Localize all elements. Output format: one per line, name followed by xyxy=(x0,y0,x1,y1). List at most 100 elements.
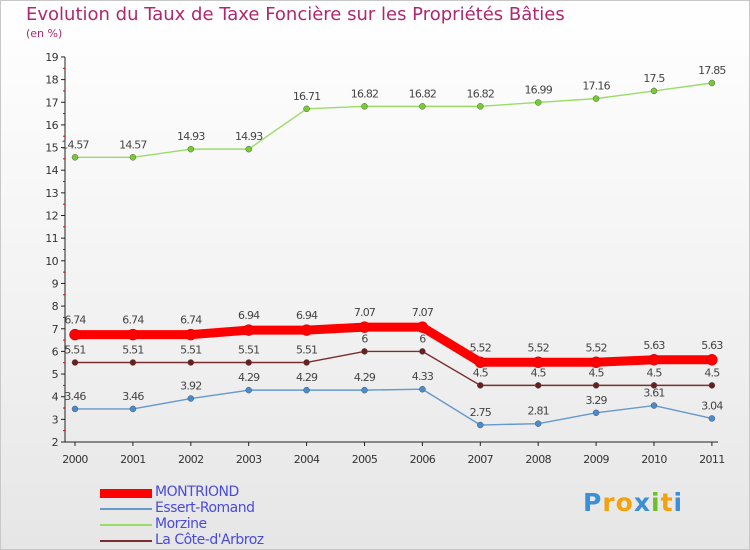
data-label-la-c-te-d-arbroz: 5.51 xyxy=(180,343,201,356)
data-point-morzine xyxy=(303,105,310,113)
data-point-montriond xyxy=(300,324,313,336)
data-point-montriond xyxy=(648,354,660,366)
data-point-essert-romand xyxy=(187,395,195,402)
data-point-la-c-te-d-arbroz xyxy=(477,382,484,389)
data-point-essert-romand xyxy=(419,385,426,393)
x-tick-label: 2010 xyxy=(641,453,667,466)
data-label-morzine: 17.5 xyxy=(643,72,665,85)
y-tick-label: 18 xyxy=(45,74,58,87)
logo-letter: r xyxy=(602,488,616,517)
data-point-essert-romand xyxy=(71,405,79,413)
data-label-la-c-te-d-arbroz: 6 xyxy=(419,332,426,345)
y-tick-label: 5 xyxy=(52,368,59,381)
data-label-essert-romand: 4.33 xyxy=(412,370,434,383)
x-tick-label: 2007 xyxy=(467,453,493,466)
legend-swatch-montriond xyxy=(100,489,152,498)
data-label-montriond: 5.63 xyxy=(643,339,665,352)
data-label-montriond: 7.07 xyxy=(354,306,376,319)
logo-letter: t xyxy=(660,488,674,517)
data-label-montriond: 6.74 xyxy=(64,314,86,327)
data-label-essert-romand: 4.29 xyxy=(238,371,260,384)
y-tick-label: 11 xyxy=(45,232,58,245)
data-point-essert-romand xyxy=(129,405,137,413)
data-label-essert-romand: 3.04 xyxy=(701,399,723,412)
logo-letter: o xyxy=(615,488,634,517)
data-label-essert-romand: 3.46 xyxy=(122,390,144,403)
legend-label-morzine: Morzine xyxy=(155,516,207,532)
x-tick-label: 2008 xyxy=(525,453,551,466)
data-point-la-c-te-d-arbroz xyxy=(187,359,195,366)
data-label-morzine: 16.82 xyxy=(409,87,437,100)
legend-swatch-morzine xyxy=(100,524,152,526)
data-point-morzine xyxy=(534,99,542,106)
data-point-montriond xyxy=(474,356,487,369)
data-label-morzine: 17.16 xyxy=(582,80,610,93)
data-point-essert-romand xyxy=(592,409,600,417)
y-tick-label: 9 xyxy=(52,277,59,290)
series-line-montriond xyxy=(70,322,717,367)
data-point-montriond xyxy=(532,356,544,369)
data-label-montriond: 7.07 xyxy=(412,306,434,319)
data-point-la-c-te-d-arbroz xyxy=(708,382,716,389)
data-point-la-c-te-d-arbroz xyxy=(245,359,252,366)
data-point-morzine xyxy=(361,103,368,110)
y-tick-label: 12 xyxy=(45,210,58,223)
data-point-montriond xyxy=(127,328,139,341)
y-tick-label: 10 xyxy=(45,255,58,268)
data-label-essert-romand: 3.29 xyxy=(585,394,607,407)
x-tick-label: 2004 xyxy=(294,453,320,466)
data-label-montriond: 6.74 xyxy=(122,314,144,327)
data-label-morzine: 16.99 xyxy=(524,83,552,96)
data-point-la-c-te-d-arbroz xyxy=(534,382,542,389)
data-label-morzine: 16.82 xyxy=(351,87,379,100)
data-point-morzine xyxy=(477,103,484,110)
legend-label-la-cote-darbroz: La Côte-d'Arbroz xyxy=(155,532,264,548)
data-point-montriond xyxy=(706,354,718,366)
legend-swatch-essert-romand xyxy=(100,508,152,510)
data-label-montriond: 6.94 xyxy=(238,309,260,322)
y-tick-label: 7 xyxy=(52,323,59,336)
series-line-essert-romand xyxy=(74,388,713,426)
data-point-montriond xyxy=(358,321,371,333)
x-tick-label: 2011 xyxy=(699,453,725,466)
data-label-montriond: 6.94 xyxy=(296,309,318,322)
data-point-la-c-te-d-arbroz xyxy=(71,359,79,366)
data-point-morzine xyxy=(419,103,426,110)
x-tick-label: 2009 xyxy=(583,453,609,466)
data-label-la-c-te-d-arbroz: 5.51 xyxy=(122,343,143,356)
chart-title: Evolution du Taux de Taxe Foncière sur l… xyxy=(26,4,565,25)
data-point-essert-romand xyxy=(245,386,252,394)
logo-letter: i xyxy=(673,488,684,517)
data-point-morzine xyxy=(71,154,79,161)
series-line-la-c-te-d-arbroz xyxy=(74,350,713,387)
data-point-montriond xyxy=(242,324,255,336)
data-label-montriond: 5.52 xyxy=(470,341,491,354)
x-tick-label: 2001 xyxy=(120,453,146,466)
data-point-morzine xyxy=(708,79,716,87)
data-label-essert-romand: 2.81 xyxy=(528,405,549,418)
data-point-montriond xyxy=(185,328,197,341)
data-label-morzine: 17.85 xyxy=(698,64,726,77)
data-label-montriond: 5.63 xyxy=(701,339,723,352)
data-point-morzine xyxy=(187,145,195,153)
data-label-la-c-te-d-arbroz: 4.5 xyxy=(704,366,720,379)
y-tick-label: 3 xyxy=(52,413,59,426)
logo-letter: x xyxy=(633,488,651,517)
y-tick-label: 19 xyxy=(45,51,58,64)
logo-letter: i xyxy=(651,488,661,517)
data-label-la-c-te-d-arbroz: 4.5 xyxy=(589,366,605,379)
series-line-morzine xyxy=(74,82,713,158)
y-tick-label: 4 xyxy=(52,391,59,404)
data-label-la-c-te-d-arbroz: 6 xyxy=(361,332,368,345)
x-tick-label: 2003 xyxy=(236,453,262,466)
legend-swatch-la-cote-darbroz xyxy=(100,540,152,542)
data-point-montriond xyxy=(416,321,429,333)
data-label-morzine: 16.71 xyxy=(293,90,321,103)
y-tick-label: 16 xyxy=(45,119,58,132)
data-label-morzine: 14.93 xyxy=(235,130,263,143)
data-label-essert-romand: 3.92 xyxy=(180,380,201,393)
data-point-morzine xyxy=(650,87,658,95)
data-point-la-c-te-d-arbroz xyxy=(303,359,310,366)
y-tick-label: 15 xyxy=(45,142,58,155)
